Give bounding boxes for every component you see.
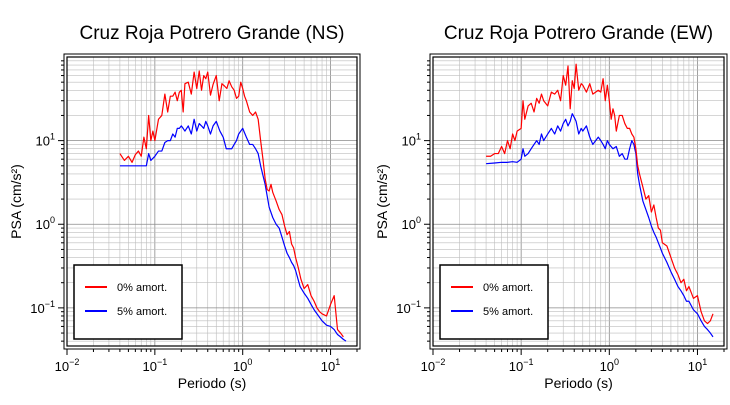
plot-frame-outer [429,53,728,350]
y-tick-label: 101 [36,132,55,149]
plot-frame [66,56,358,347]
legend: 0% amort. 5% amort. [73,264,183,340]
axis-ticks [424,60,725,355]
series-line-damping-5 [119,118,347,342]
x-axis-label: Periodo (s) [178,375,246,391]
y-tick-label: 100 [36,215,55,232]
x-tick-label: 10−1 [142,357,167,374]
legend-label: 5% amort. [117,306,167,318]
legend-box [439,264,549,340]
x-tick-label: 10−2 [55,357,80,374]
y-tick-label: 101 [402,132,421,149]
legend-label: 0% amort. [483,282,533,294]
x-tick-label: 100 [600,357,619,374]
x-tick-label: 10−2 [421,357,446,374]
y-tick-label: 10−1 [396,299,421,316]
y-tick-label: 10−1 [30,299,55,316]
y-tick-label: 100 [402,215,421,232]
series-group [486,63,714,338]
series-line-damping-0 [119,70,344,338]
plot-frame-outer [63,53,361,350]
chart-panel-ew: 10−2 10−1 100 101 10−1 100 101 Cruz Roja Potrer… [374,23,728,391]
x-tick-label: 101 [321,357,340,374]
y-axis-label: PSA (cm/s²) [8,164,24,239]
x-tick-label: 10−1 [509,357,534,374]
grid [67,57,357,346]
series-group [119,70,347,342]
legend-label: 5% amort. [483,306,533,318]
plot-frame [432,56,725,347]
chart-title: Cruz Roja Potrero Grande (NS) [79,23,344,44]
legend-box [73,264,183,340]
series-line-damping-5 [486,113,714,338]
axis-ticks [58,60,358,355]
y-axis-label: PSA (cm/s²) [374,164,390,239]
x-axis-label: Periodo (s) [544,375,612,391]
series-line-damping-0 [486,63,714,325]
x-tick-label: 101 [688,357,707,374]
legend-label: 0% amort. [117,282,167,294]
x-tick-label: 100 [233,357,252,374]
chart-title: Cruz Roja Potrero Grande (EW) [444,23,713,44]
chart-panel-ns: 10−2 10−1 100 101 10−1 100 101 Cruz Roja Potrer… [8,23,361,391]
legend: 0% amort. 5% amort. [439,264,549,340]
